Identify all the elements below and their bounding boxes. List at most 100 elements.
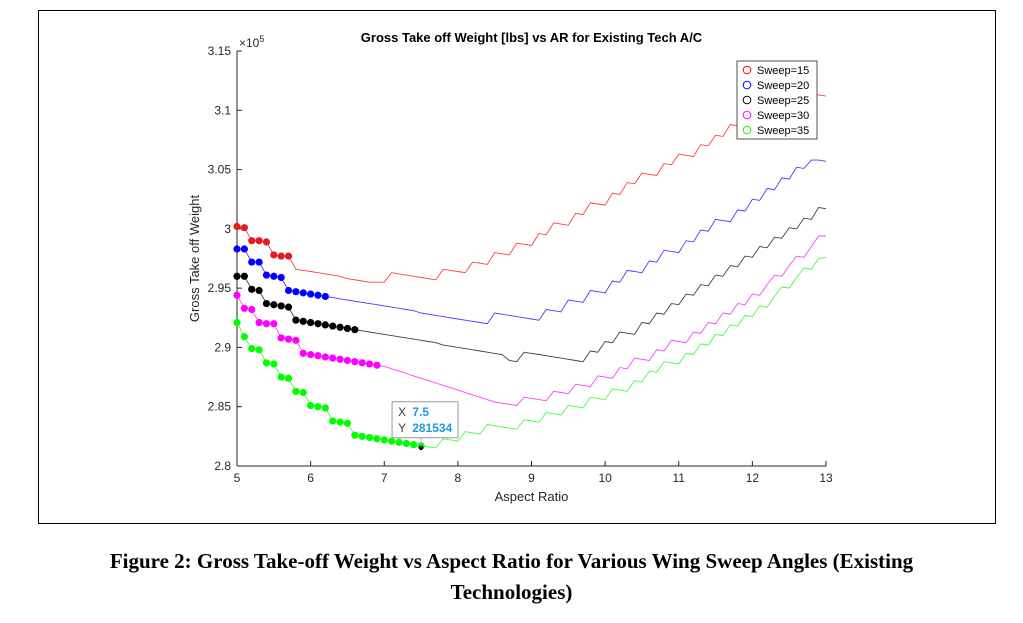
data-point[interactable] — [270, 251, 278, 259]
data-point[interactable] — [351, 326, 359, 334]
data-point[interactable] — [329, 417, 337, 425]
data-point[interactable] — [262, 359, 271, 367]
data-point[interactable] — [277, 334, 285, 342]
data-point[interactable] — [307, 350, 315, 359]
data-point[interactable] — [240, 304, 248, 312]
data-point[interactable] — [321, 404, 329, 412]
data-point[interactable] — [292, 336, 300, 344]
data-point[interactable] — [336, 355, 344, 363]
data-tip[interactable]: X 7.5 Y 281534 — [391, 401, 459, 451]
data-point[interactable] — [277, 252, 285, 260]
legend-label[interactable]: Sweep=20 — [757, 80, 809, 92]
data-point[interactable] — [240, 245, 248, 253]
data-point[interactable] — [314, 320, 322, 328]
data-point[interactable] — [343, 419, 352, 427]
data-point[interactable] — [299, 317, 307, 325]
data-point[interactable] — [307, 290, 315, 298]
data-point[interactable] — [240, 224, 248, 232]
data-point[interactable] — [321, 353, 329, 361]
data-point[interactable] — [270, 320, 278, 328]
data-point[interactable] — [248, 258, 256, 266]
data-point[interactable] — [233, 222, 241, 231]
series-line[interactable] — [236, 256, 827, 449]
series-line[interactable] — [237, 207, 827, 363]
data-point[interactable] — [233, 291, 241, 299]
data-point[interactable] — [240, 272, 248, 280]
data-point[interactable] — [255, 258, 263, 266]
data-point[interactable] — [262, 320, 271, 328]
data-point[interactable] — [255, 346, 263, 354]
data-point[interactable] — [240, 333, 248, 341]
data-point[interactable] — [365, 360, 374, 368]
legend[interactable]: Sweep=15 Sweep=20 Sweep=25 Sweep=30 Sweep=35 — [736, 60, 818, 140]
data-point[interactable] — [380, 436, 388, 444]
data-point[interactable] — [314, 291, 322, 299]
legend-label[interactable]: Sweep=25 — [757, 95, 809, 107]
data-point[interactable] — [233, 318, 241, 327]
data-point[interactable] — [395, 438, 403, 446]
data-point[interactable] — [321, 292, 329, 301]
data-point[interactable] — [277, 273, 285, 282]
series-line[interactable] — [236, 94, 827, 283]
legend-label[interactable]: Sweep=15 — [757, 65, 809, 77]
data-point[interactable] — [373, 361, 381, 369]
data-point[interactable] — [233, 272, 241, 280]
data-point[interactable] — [255, 318, 263, 327]
data-point[interactable] — [262, 238, 271, 246]
data-point[interactable] — [262, 299, 271, 308]
data-point[interactable] — [336, 323, 344, 331]
legend-label[interactable]: Sweep=35 — [757, 125, 809, 137]
data-point[interactable] — [351, 431, 359, 439]
data-point[interactable] — [248, 345, 256, 353]
data-point[interactable] — [351, 358, 359, 366]
data-point[interactable] — [343, 324, 352, 333]
y-tick-label: 2.9 — [214, 340, 231, 354]
data-point[interactable] — [314, 352, 322, 360]
data-point[interactable] — [248, 305, 256, 314]
data-point[interactable] — [410, 441, 418, 449]
data-point[interactable] — [402, 439, 410, 448]
data-point[interactable] — [373, 435, 381, 443]
series-sweep-35 — [233, 256, 827, 450]
data-tip-y-label: Y — [398, 421, 406, 435]
data-point[interactable] — [277, 373, 285, 381]
data-point[interactable] — [284, 286, 293, 295]
data-point[interactable] — [299, 289, 307, 297]
data-point[interactable] — [233, 245, 241, 253]
data-point[interactable] — [262, 271, 271, 279]
data-point[interactable] — [292, 387, 300, 395]
data-point[interactable] — [314, 403, 322, 411]
x-tick-label: 7 — [381, 471, 388, 485]
data-point[interactable] — [255, 286, 263, 295]
data-point[interactable] — [248, 237, 256, 245]
data-point[interactable] — [255, 237, 263, 245]
data-point[interactable] — [284, 374, 293, 382]
data-point[interactable] — [307, 401, 315, 410]
data-point[interactable] — [270, 360, 278, 368]
data-point[interactable] — [299, 349, 307, 357]
data-point[interactable] — [284, 303, 293, 311]
series-line[interactable] — [237, 159, 827, 325]
data-point[interactable] — [329, 322, 337, 330]
data-point[interactable] — [388, 437, 396, 445]
data-point[interactable] — [248, 285, 256, 293]
legend-label[interactable]: Sweep=30 — [757, 110, 809, 122]
data-point[interactable] — [329, 354, 337, 362]
data-point[interactable] — [277, 302, 285, 310]
series-line[interactable] — [236, 235, 826, 406]
data-point[interactable] — [270, 272, 278, 280]
data-point[interactable] — [321, 321, 329, 329]
data-point[interactable] — [299, 388, 307, 397]
x-tick-label: 5 — [234, 471, 241, 485]
data-point[interactable] — [292, 288, 300, 296]
data-point[interactable] — [358, 432, 366, 440]
data-point[interactable] — [307, 318, 315, 327]
data-point[interactable] — [336, 418, 344, 426]
data-point[interactable] — [270, 301, 278, 309]
data-point[interactable] — [358, 359, 366, 367]
data-point[interactable] — [284, 335, 293, 343]
data-point[interactable] — [343, 356, 352, 365]
data-point[interactable] — [365, 433, 374, 442]
data-point[interactable] — [284, 252, 293, 260]
data-point[interactable] — [292, 316, 300, 324]
